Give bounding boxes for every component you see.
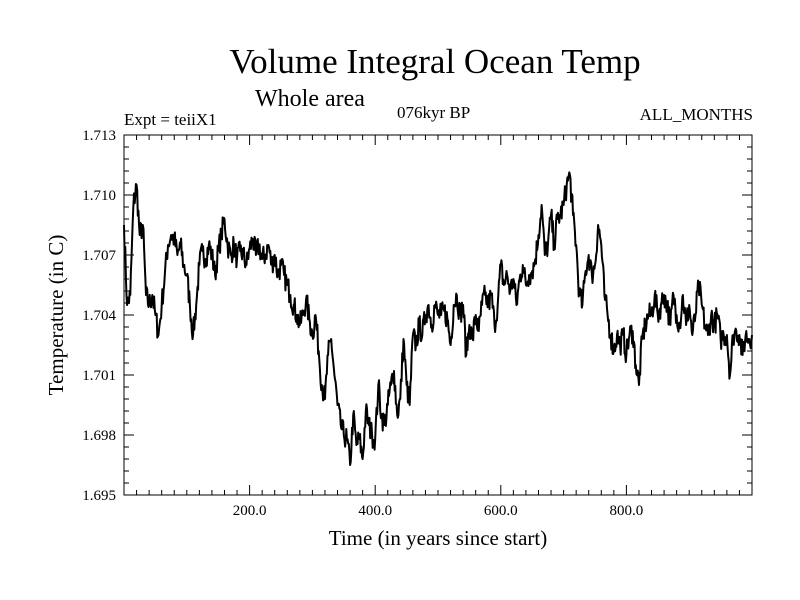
y-tick-label: 1.695 [82, 488, 116, 504]
y-tick-label: 1.707 [82, 248, 116, 264]
chart-subtitle: Whole area [255, 86, 365, 112]
x-tick-label: 400.0 [358, 503, 392, 519]
y-tick-label: 1.698 [82, 428, 116, 444]
x-tick-label: 200.0 [233, 503, 267, 519]
chart-title: Volume Integral Ocean Temp [229, 42, 641, 81]
y-tick-label: 1.713 [82, 128, 116, 144]
y-tick-label: 1.701 [82, 368, 116, 384]
y-axis-label: Temperature (in C) [44, 235, 68, 396]
y-tick-label: 1.710 [82, 188, 116, 204]
plot-frame [123, 134, 753, 496]
y-tick-label: 1.704 [82, 308, 116, 324]
x-axis-label: Time (in years since start) [329, 526, 548, 550]
temperature-series-line [123, 171, 753, 466]
tick-labels: 200.0 400.0 600.0 800.0 1.695 1.698 1.701 1.704… [82, 128, 643, 519]
months-label: ALL_MONTHS [639, 105, 753, 124]
experiment-label: Expt = teiiX1 [124, 110, 217, 129]
period-label: 076kyr BP [397, 103, 471, 122]
x-tick-label: 600.0 [484, 503, 518, 519]
x-tick-label: 800.0 [610, 503, 644, 519]
